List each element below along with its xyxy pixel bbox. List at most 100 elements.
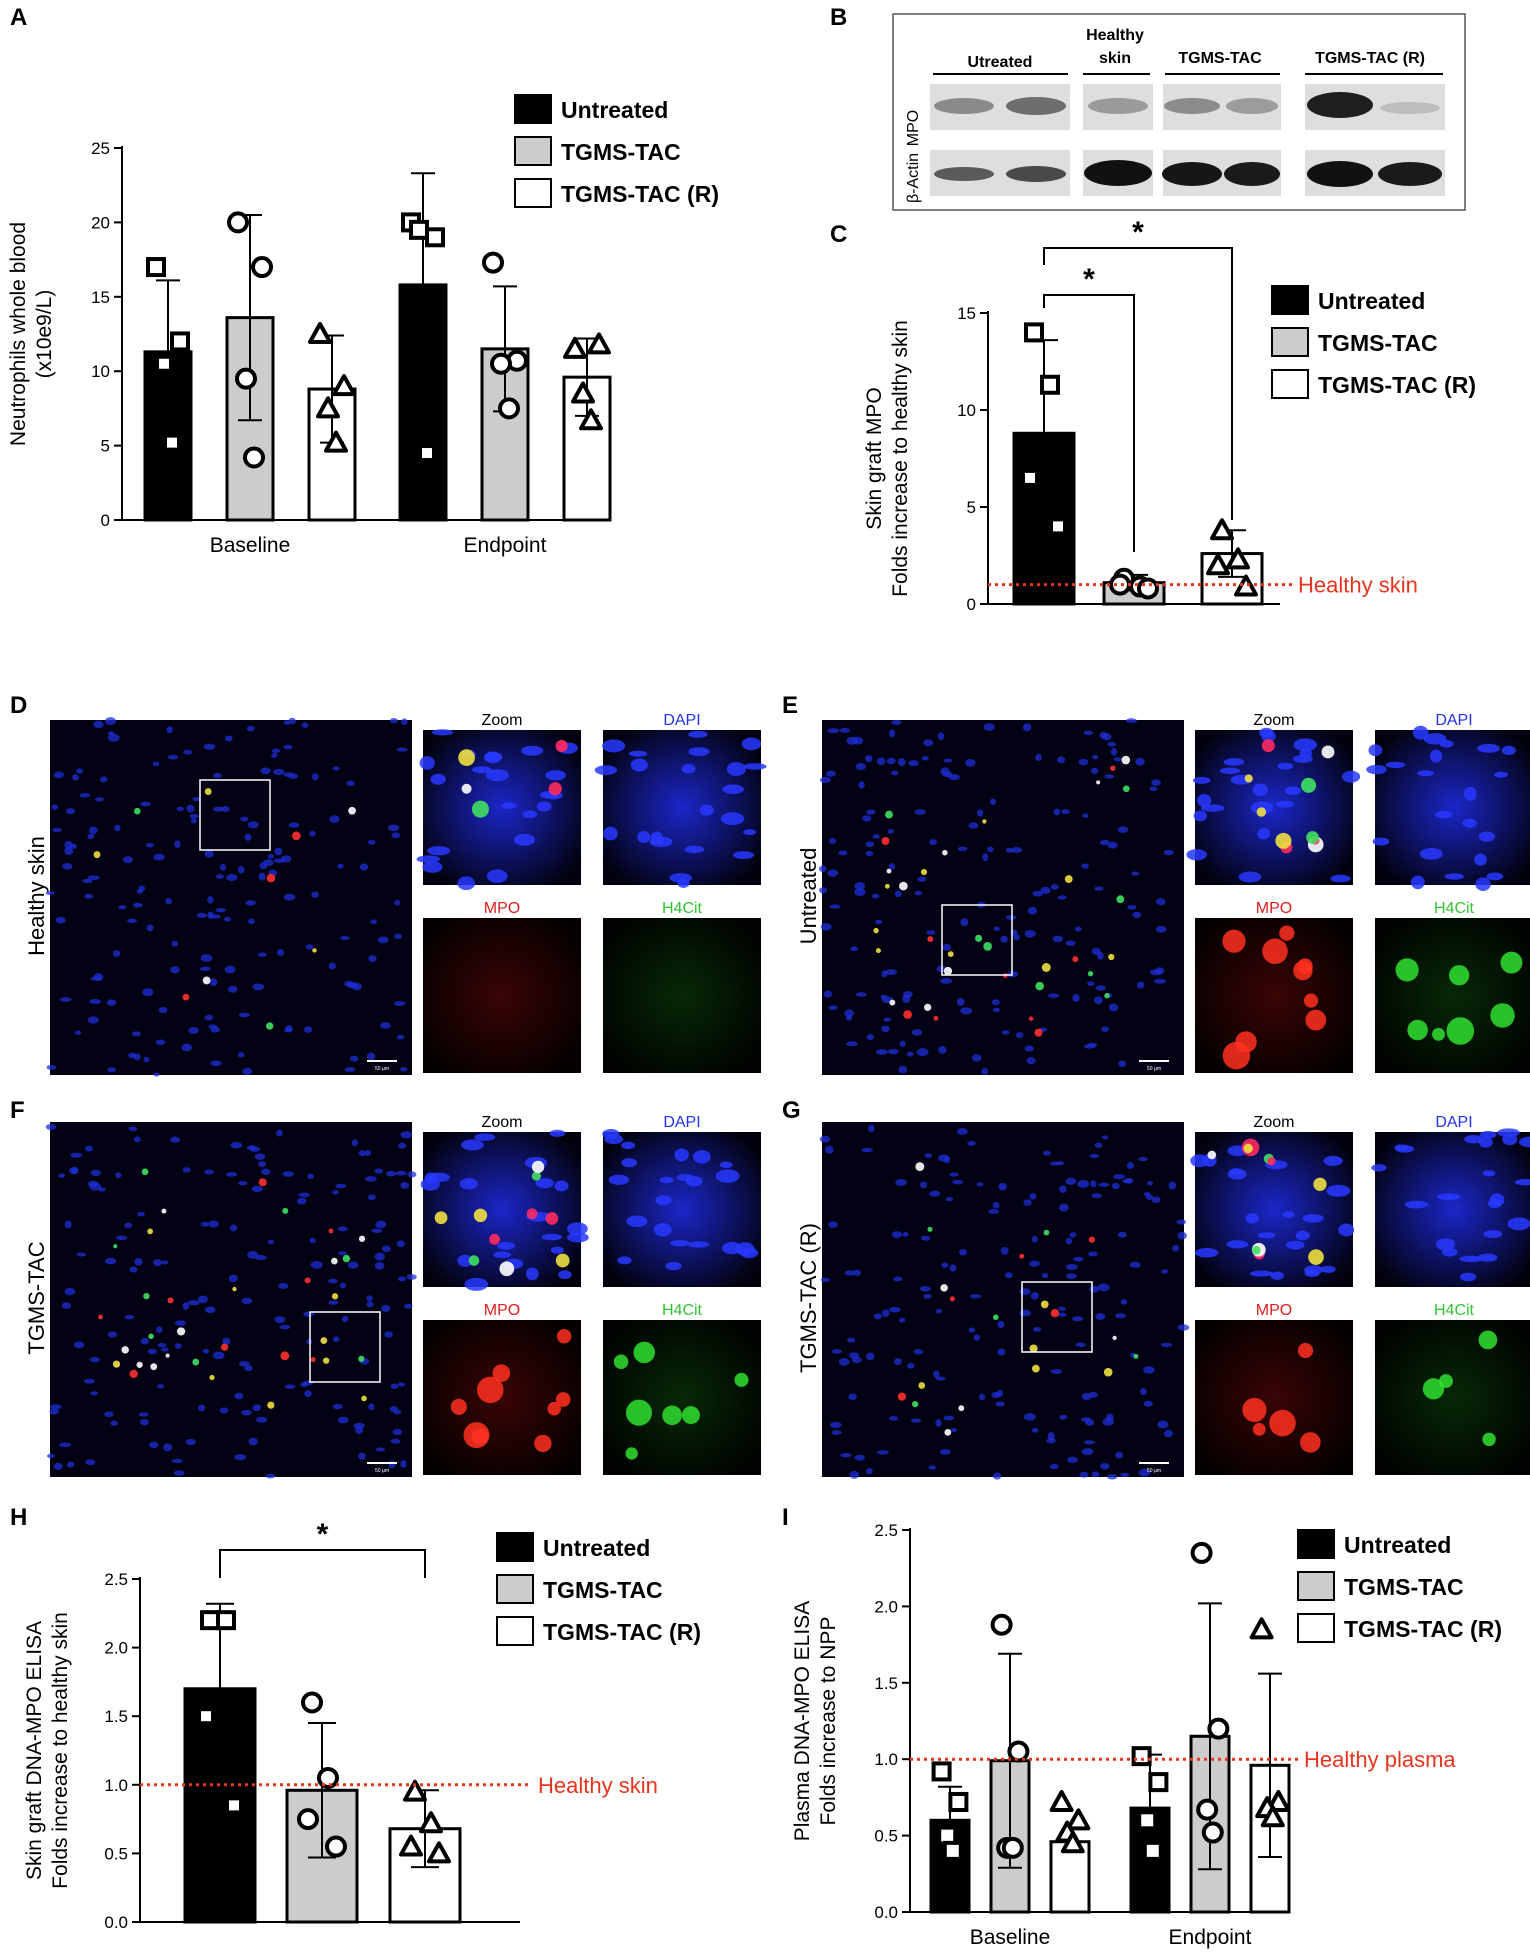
- nucleus: [1065, 1263, 1078, 1271]
- nucleus: [89, 1182, 102, 1191]
- legend-swatch: [1271, 285, 1309, 315]
- cell-signal: [361, 1395, 367, 1402]
- nucleus: [894, 890, 902, 898]
- nucleus: [831, 1349, 842, 1354]
- nucleus: [305, 944, 314, 950]
- nucleus: [332, 766, 340, 771]
- y-tick-label: 10: [957, 401, 976, 420]
- cell-signal: [192, 1358, 200, 1366]
- significance-bracket: [1043, 294, 1135, 552]
- cell-signal: [545, 1212, 559, 1225]
- data-point: [1137, 577, 1159, 600]
- nucleus: [1065, 1237, 1073, 1245]
- micrograph-block: Untreated 50 µm Zoom DAPI MPO H4Cit: [796, 712, 1530, 1075]
- nucleus: [174, 1320, 186, 1326]
- nucleus: [149, 1441, 159, 1449]
- nucleus: [367, 839, 376, 845]
- nucleus: [977, 809, 984, 817]
- nucleus: [1026, 1057, 1036, 1065]
- nucleus: [513, 833, 536, 846]
- nucleus: [1117, 1231, 1127, 1238]
- h4cit-signal: [734, 1372, 749, 1387]
- nucleus: [374, 1168, 384, 1174]
- nucleus: [1194, 1247, 1219, 1258]
- y-tick-label: 5: [967, 498, 976, 517]
- cell-signal: [1087, 971, 1094, 977]
- nucleus: [1302, 1214, 1324, 1223]
- nucleus: [866, 1468, 873, 1475]
- nucleus: [976, 1182, 984, 1187]
- cell-signal: [1019, 1253, 1025, 1259]
- nucleus: [1030, 1291, 1039, 1300]
- nucleus: [190, 817, 197, 824]
- legend-label: TGMS-TAC: [1318, 330, 1438, 356]
- y-tick-label: 1.5: [104, 1707, 128, 1726]
- nucleus: [219, 1407, 229, 1414]
- nucleus: [390, 1383, 399, 1389]
- blot-band: [934, 167, 994, 181]
- nucleus: [1072, 1256, 1084, 1262]
- nucleus: [375, 1447, 386, 1452]
- nucleus: [1441, 1247, 1458, 1257]
- y-tick-label: 25: [91, 139, 110, 158]
- nucleus: [90, 1391, 98, 1396]
- nucleus: [844, 1009, 855, 1018]
- nucleus: [659, 1176, 674, 1184]
- nucleus: [346, 780, 355, 787]
- nucleus: [1323, 1155, 1343, 1166]
- nucleus: [997, 1348, 1006, 1356]
- nucleus: [1113, 1174, 1125, 1180]
- nucleus: [252, 983, 265, 991]
- nucleus: [393, 1001, 406, 1006]
- nucleus: [637, 831, 651, 843]
- cell-signal: [958, 1405, 965, 1412]
- nucleus: [328, 962, 336, 970]
- data-point: [167, 437, 177, 448]
- nucleus: [960, 1007, 973, 1015]
- cell-signal: [499, 1261, 515, 1277]
- nucleus: [914, 809, 926, 815]
- nucleus: [887, 828, 894, 834]
- mpo-signal: [556, 1329, 572, 1344]
- nucleus: [474, 1133, 496, 1141]
- cell-signal: [134, 807, 141, 815]
- cell-signal: [526, 1208, 538, 1220]
- significance-star: *: [317, 1518, 329, 1551]
- nucleus: [950, 1428, 958, 1433]
- cell-signal: [1108, 953, 1115, 961]
- cell-signal: [992, 1314, 999, 1321]
- cell-signal: [320, 1337, 328, 1344]
- cell-signal: [434, 1211, 448, 1225]
- nucleus: [157, 1384, 165, 1389]
- nucleus: [1338, 1223, 1355, 1237]
- nucleus: [881, 1025, 890, 1033]
- nucleus: [457, 876, 476, 891]
- channel-label-h4cit: H4Cit: [1434, 900, 1475, 917]
- nucleus: [347, 1261, 359, 1269]
- cell-signal: [458, 749, 475, 767]
- nucleus: [396, 747, 408, 752]
- nucleus: [396, 1240, 405, 1248]
- nucleus: [304, 1026, 313, 1033]
- significance-bracket: [1043, 247, 1233, 520]
- nucleus: [1435, 1238, 1456, 1251]
- cell-signal: [304, 1277, 311, 1284]
- nucleus: [307, 1173, 315, 1180]
- nucleus: [848, 1393, 857, 1401]
- nucleus: [104, 1411, 114, 1418]
- data-point: [227, 211, 249, 234]
- nucleus: [826, 770, 836, 777]
- nucleus: [1186, 849, 1207, 861]
- nucleus: [337, 1416, 349, 1424]
- nucleus: [1494, 771, 1508, 778]
- nucleus: [208, 1024, 218, 1029]
- cell-signal: [1104, 992, 1110, 999]
- nucleus: [1138, 1156, 1148, 1162]
- nucleus: [87, 875, 100, 881]
- data-point: [1025, 472, 1035, 483]
- nucleus: [1157, 1420, 1169, 1429]
- nucleus: [485, 769, 509, 782]
- nucleus: [699, 804, 714, 816]
- nucleus: [168, 754, 179, 760]
- channel-image: [603, 918, 761, 1073]
